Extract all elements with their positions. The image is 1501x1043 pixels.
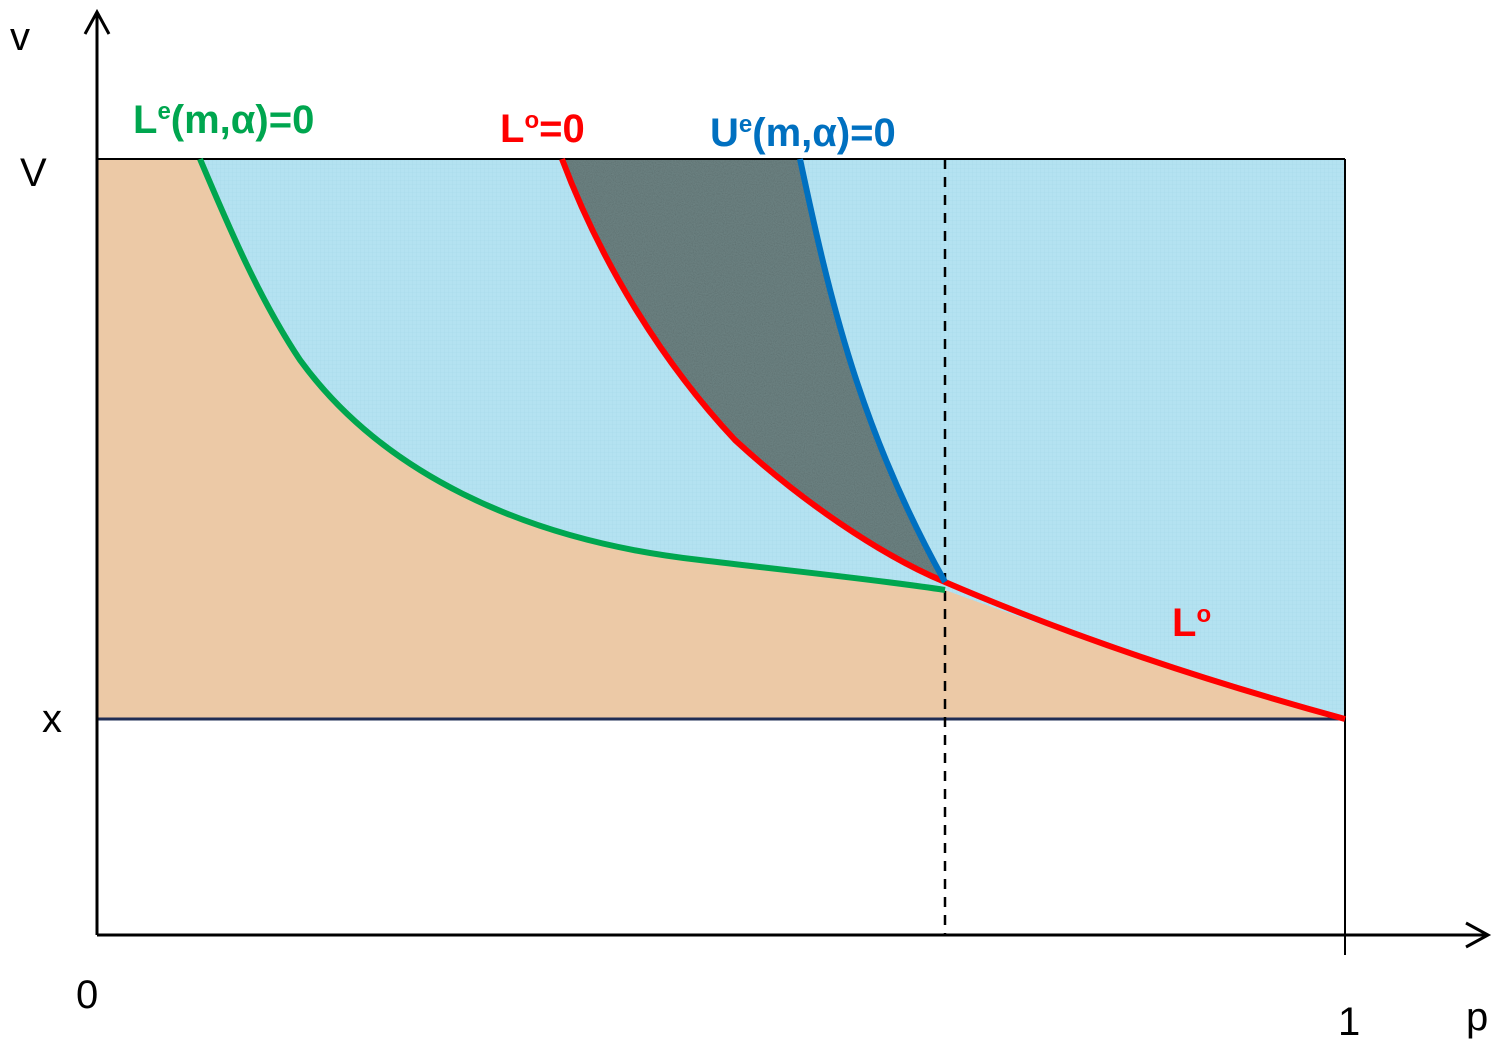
x-tick-end: 1 [1338,1000,1360,1043]
y-axis-arrowhead [83,8,111,35]
label-lo-lower: Lo [1172,601,1211,645]
region-gray [562,159,945,582]
x-tick-origin: 0 [76,973,98,1017]
y-tick-bottom: x [42,697,62,741]
green-curve-le [197,157,946,593]
y-tick-top: V [20,151,47,195]
y-axis-label: v [10,15,30,59]
red-curve-lo [559,157,1346,722]
x-axis-label: p [1466,995,1488,1039]
region-orange [97,159,1345,719]
blue-curve-ue [797,158,948,584]
label-ue: Ue(m,α)=0 [710,111,896,155]
label-le: Le(m,α)=0 [133,98,314,142]
label-lo: Lo=0 [500,107,585,151]
x-axis-arrowhead [1465,921,1492,949]
